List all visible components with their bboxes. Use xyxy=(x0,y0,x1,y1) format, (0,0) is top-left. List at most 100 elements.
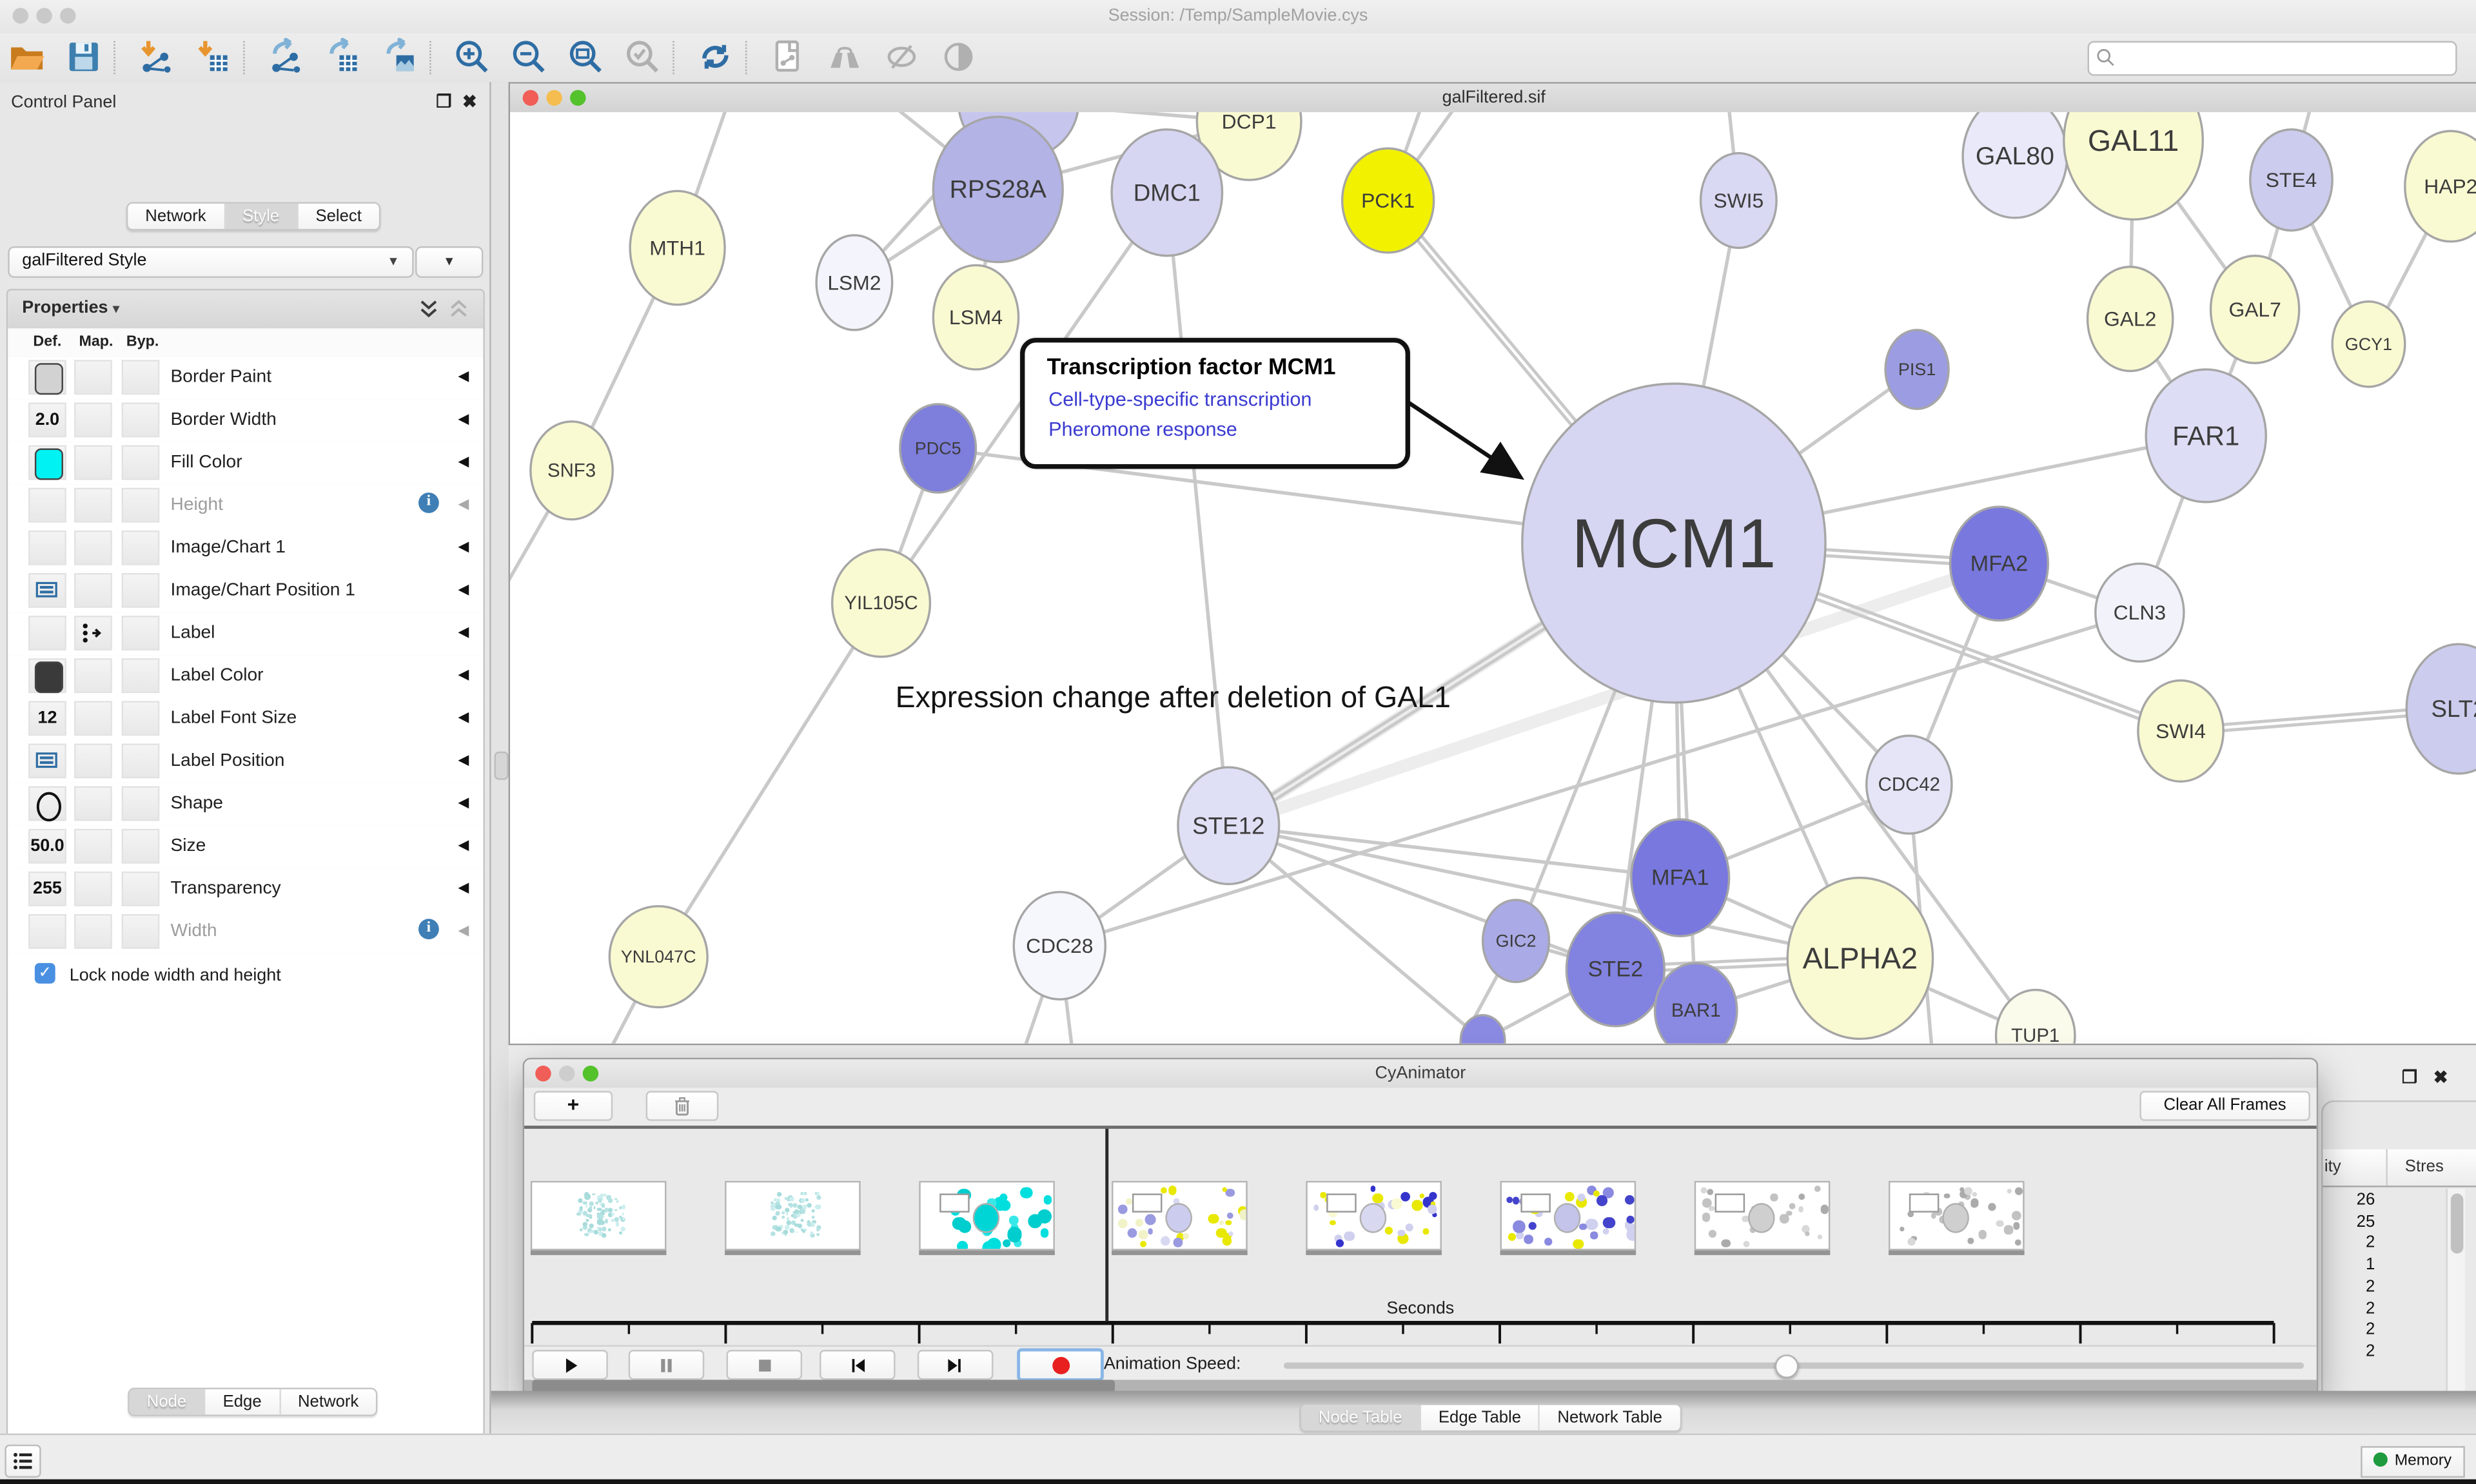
annotation-box[interactable]: Transcription factor MCM1 Cell-type-spec… xyxy=(1020,338,1410,469)
property-row-label-font-size[interactable]: 12 Label Font Size ◀ xyxy=(8,698,484,743)
property-default-cell[interactable] xyxy=(28,360,66,395)
table-cell-stress[interactable]: 26 xyxy=(2356,1190,2375,1209)
timeline[interactable]: 0123456789 Seconds xyxy=(524,1129,2317,1372)
export-network-button[interactable] xyxy=(267,37,308,77)
timeline-frame-1[interactable] xyxy=(724,1180,861,1251)
import-network-button[interactable] xyxy=(137,38,179,77)
property-row-label-color[interactable]: Label Color ◀ xyxy=(8,655,484,699)
node-LSM2[interactable]: LSM2 xyxy=(815,234,894,331)
property-mapping-cell[interactable] xyxy=(74,530,112,565)
node-SLT2[interactable]: SLT2 xyxy=(2405,643,2476,775)
property-mapping-cell[interactable] xyxy=(74,572,112,608)
task-history-button[interactable] xyxy=(5,1444,41,1478)
timeline-frame-6[interactable] xyxy=(1694,1180,1830,1251)
network-window-titlebar[interactable]: galFiltered.sif xyxy=(510,83,2476,114)
table-cell-stress[interactable]: 2 xyxy=(2365,1276,2375,1296)
import-table-button[interactable] xyxy=(194,38,235,77)
show-details-button[interactable] xyxy=(939,38,981,77)
node-CLN3[interactable]: CLN3 xyxy=(2094,562,2185,663)
node-SNF3[interactable]: SNF3 xyxy=(529,420,614,521)
tab-edge-table[interactable]: Edge Table xyxy=(1420,1405,1540,1430)
search-input[interactable] xyxy=(2123,44,2446,73)
maximize-icon[interactable] xyxy=(570,90,586,106)
record-button[interactable] xyxy=(1017,1348,1104,1381)
table-vscrollbar[interactable] xyxy=(2446,1189,2465,1391)
table-cell-stress[interactable]: 1 xyxy=(2365,1255,2375,1274)
table-cell-stress[interactable]: 25 xyxy=(2356,1212,2375,1231)
expand-property-icon[interactable]: ◀ xyxy=(458,751,469,768)
zoom-out-button[interactable] xyxy=(510,38,551,77)
property-mapping-cell[interactable] xyxy=(74,658,112,694)
property-bypass-cell[interactable] xyxy=(121,360,160,395)
zoom-window-icon[interactable] xyxy=(60,8,76,24)
property-default-cell[interactable] xyxy=(28,445,66,480)
clone-network-button[interactable] xyxy=(769,38,811,77)
tab-network-table[interactable]: Network Table xyxy=(1540,1405,1680,1430)
property-default-cell[interactable]: 2.0 xyxy=(28,402,66,438)
node-PCK1[interactable]: PCK1 xyxy=(1341,147,1435,254)
expand-property-icon[interactable]: ◀ xyxy=(458,666,469,682)
expand-property-icon[interactable]: ◀ xyxy=(458,410,469,427)
table-cell-stress[interactable]: 2 xyxy=(2365,1342,2375,1361)
expand-property-icon[interactable]: ◀ xyxy=(458,495,469,512)
timeline-hscroll-thumb[interactable] xyxy=(532,1380,1115,1393)
table-column-centrality[interactable]: ity xyxy=(2324,1157,2341,1176)
expand-all-icon[interactable] xyxy=(418,298,439,319)
node-SWI4[interactable]: SWI4 xyxy=(2137,679,2225,783)
property-bypass-cell[interactable] xyxy=(121,530,160,565)
property-mapping-cell[interactable] xyxy=(74,913,112,949)
speed-slider-thumb[interactable] xyxy=(1774,1354,1799,1378)
info-icon[interactable]: i xyxy=(418,493,439,513)
network-canvas[interactable]: RPS28B DCP1 RPS28A DMC1 PCK1 SWI5 GAL80 GAL11 ST… xyxy=(510,112,2476,1044)
node-MFA1[interactable]: MFA1 xyxy=(1630,818,1731,937)
node-PIS1[interactable]: PIS1 xyxy=(1884,329,1950,411)
node-DMC1[interactable]: DMC1 xyxy=(1110,128,1224,257)
property-bypass-cell[interactable] xyxy=(121,828,160,864)
node-STE2[interactable]: STE2 xyxy=(1565,911,1665,1028)
stop-button[interactable] xyxy=(726,1349,803,1380)
node-FAR1[interactable]: FAR1 xyxy=(2145,368,2268,503)
property-row-label-position[interactable]: Label Position ◀ xyxy=(8,740,484,785)
save-session-button[interactable] xyxy=(64,38,106,77)
panel-tab-edge[interactable]: Edge xyxy=(205,1389,281,1415)
close-table-panel-icon[interactable]: ✖ xyxy=(2433,1068,2448,1088)
annotation-link-1[interactable]: Cell-type-specific transcription xyxy=(1048,388,1312,411)
property-default-cell[interactable] xyxy=(28,743,66,779)
node-GIC2[interactable]: GIC2 xyxy=(1481,899,1551,983)
find-network-button[interactable] xyxy=(826,38,867,77)
node-YNL047C[interactable]: YNL047C xyxy=(608,905,709,1009)
zoom-fit-button[interactable] xyxy=(567,38,608,77)
tab-style[interactable]: Style xyxy=(225,203,299,229)
close-window-icon[interactable] xyxy=(12,8,29,24)
splitter-grip[interactable] xyxy=(494,751,509,780)
maximize-icon[interactable] xyxy=(582,1066,599,1082)
property-bypass-cell[interactable] xyxy=(121,445,160,480)
memory-button[interactable]: Memory xyxy=(2361,1446,2465,1478)
expand-property-icon[interactable]: ◀ xyxy=(458,581,469,597)
zoom-selected-button[interactable] xyxy=(624,38,665,77)
property-bypass-cell[interactable] xyxy=(121,402,160,438)
property-bypass-cell[interactable] xyxy=(121,871,160,906)
node-TUP1[interactable]: TUP1 xyxy=(1994,988,2076,1044)
property-row-shape[interactable]: Shape ◀ xyxy=(8,783,484,828)
node-GCY1[interactable]: GCY1 xyxy=(2331,300,2406,388)
node-PDC5[interactable]: PDC5 xyxy=(899,403,978,494)
property-default-cell[interactable]: 12 xyxy=(28,701,66,736)
node-GAL80[interactable]: GAL80 xyxy=(1961,112,2068,219)
info-icon[interactable]: i xyxy=(418,919,439,940)
panel-tab-node[interactable]: Node xyxy=(129,1389,206,1415)
property-bypass-cell[interactable] xyxy=(121,913,160,949)
node-MTH1[interactable]: MTH1 xyxy=(629,190,726,306)
timeline-playhead[interactable] xyxy=(1105,1129,1108,1322)
annotation-link-2[interactable]: Pheromone response xyxy=(1048,418,1237,441)
node-YIL105C[interactable]: YIL105C xyxy=(830,548,932,658)
property-mapping-cell[interactable] xyxy=(74,360,112,395)
export-table-button[interactable] xyxy=(324,37,365,77)
property-row-border-paint[interactable]: Border Paint ◀ xyxy=(8,356,484,402)
expand-property-icon[interactable]: ◀ xyxy=(458,922,469,938)
tab-network[interactable]: Network xyxy=(128,203,226,229)
property-bypass-cell[interactable] xyxy=(121,616,160,650)
hide-details-button[interactable] xyxy=(883,38,924,77)
expand-property-icon[interactable]: ◀ xyxy=(458,367,469,384)
property-mapping-cell[interactable] xyxy=(74,402,112,438)
